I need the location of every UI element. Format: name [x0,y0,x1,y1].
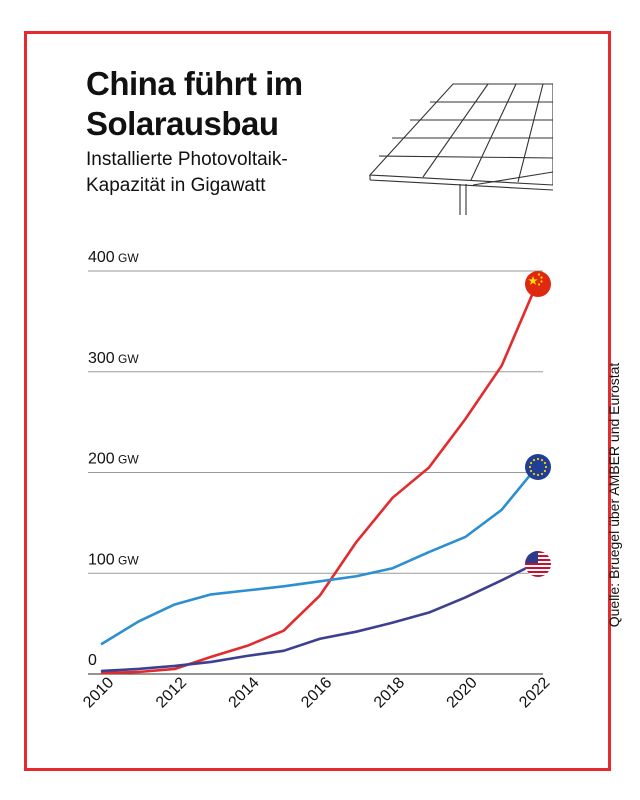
series-line-usa [102,562,538,671]
y-tick-label: 400 GW [88,249,139,266]
y-tick-label: 300 GW [88,350,139,367]
x-tick-label: 2010 [80,674,117,711]
y-tick-label: 100 GW [88,551,139,568]
y-tick-label: 200 GW [88,451,139,468]
eu-flag-icon [525,454,551,480]
x-tick-label: 2018 [371,674,408,711]
series-line-china [102,281,538,673]
x-tick-label: 2022 [516,674,553,711]
usa-flag-icon [525,551,551,577]
china-flag-icon [525,271,551,297]
line-chart: 0 100 GW 200 GW 300 GW 400 GW 2010 2012 2014 20… [0,0,640,800]
x-tick-label: 2020 [444,674,481,711]
x-tick-label: 2016 [298,674,335,711]
x-tick-label: 2012 [153,674,190,711]
y-tick-label: 0 [88,652,97,669]
series-line-eu [102,465,538,643]
x-tick-label: 2014 [226,674,263,711]
